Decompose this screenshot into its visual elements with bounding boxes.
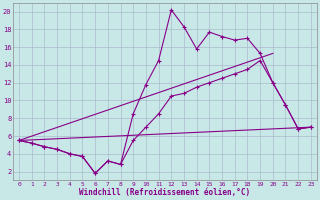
X-axis label: Windchill (Refroidissement éolien,°C): Windchill (Refroidissement éolien,°C) [79,188,251,197]
